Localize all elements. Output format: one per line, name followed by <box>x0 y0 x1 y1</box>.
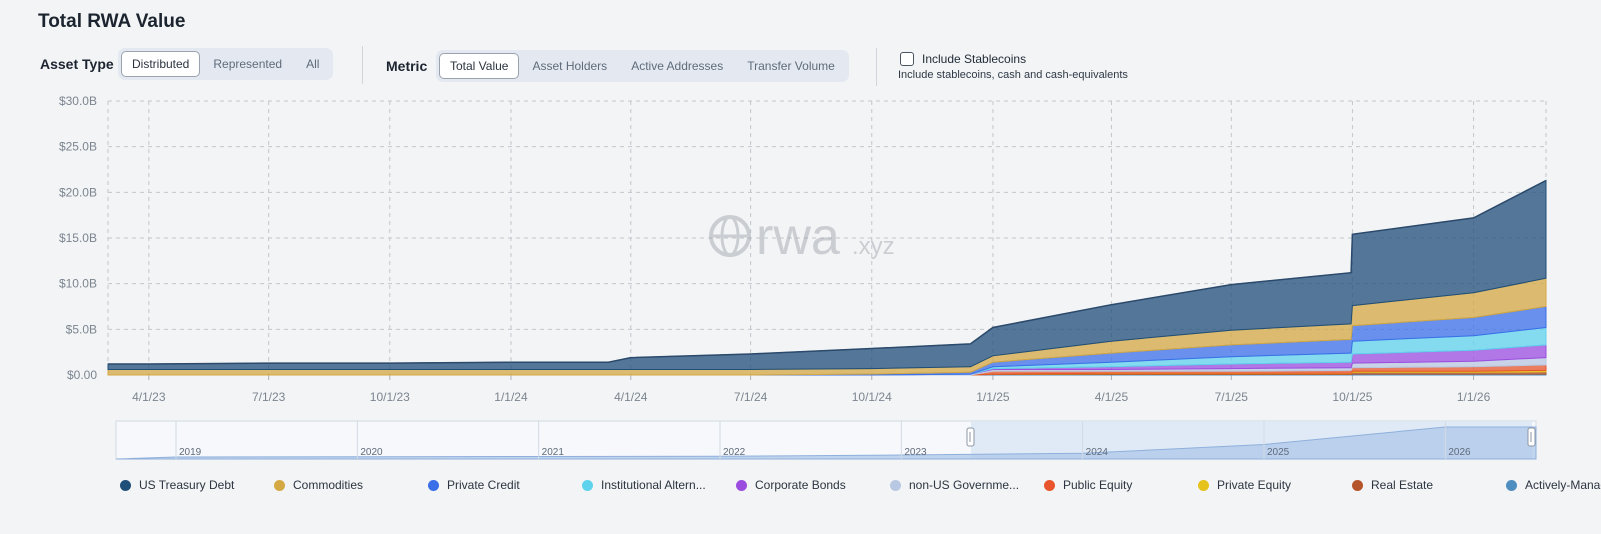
y-tick-label: $5.0B <box>66 322 97 336</box>
navigator-year-label: 2026 <box>1448 447 1471 458</box>
navigator-area <box>115 426 1537 460</box>
legend-swatch <box>274 479 285 491</box>
x-tick-label: 10/1/23 <box>370 390 410 404</box>
legend-swatch <box>890 479 901 491</box>
metric-asset-holders-button[interactable]: Asset Holders <box>532 59 608 73</box>
total-value-line <box>108 179 1547 365</box>
x-tick-label: 10/1/24 <box>852 390 892 404</box>
y-tick-label: $10.0B <box>59 277 97 291</box>
x-tick-label: 4/1/25 <box>1095 390 1129 404</box>
time-range-navigator[interactable]: 2019 2020 2021 2022 2023 2024 2025 2026 <box>115 420 1537 460</box>
y-tick-label: $15.0B <box>59 231 97 245</box>
controls-divider-2 <box>876 48 877 86</box>
metric-label: Metric <box>386 58 428 74</box>
stablecoins-toggle[interactable]: Include Stablecoins <box>900 52 1026 66</box>
stablecoins-label: Include Stablecoins <box>922 52 1027 66</box>
metric-active-addresses-button[interactable]: Active Addresses <box>631 59 724 73</box>
globe-icon-meridian <box>720 215 740 257</box>
asset-type-all-button[interactable]: All <box>306 57 320 71</box>
navigator-year-label: 2020 <box>360 447 383 458</box>
chart-areas <box>107 179 1547 376</box>
x-tick-label: 7/1/23 <box>252 390 286 404</box>
legend-label: Private Credit <box>447 478 520 492</box>
legend-item-actively-managed[interactable]: Actively-Managed... <box>1506 476 1601 494</box>
legend-item-private-credit[interactable]: Private Credit <box>428 476 582 494</box>
watermark-text: rwa <box>756 208 840 266</box>
controls-divider <box>362 46 363 84</box>
watermark-suffix: .xyz <box>852 233 895 260</box>
y-tick-label: $30.0B <box>59 94 97 108</box>
legend-swatch <box>1352 479 1363 491</box>
legend-item-private-equity[interactable]: Private Equity <box>1198 476 1352 494</box>
y-tick-label: $20.0B <box>59 185 97 199</box>
legend-item-real-estate[interactable]: Real Estate <box>1352 476 1506 494</box>
asset-type-label: Asset Type <box>40 56 114 72</box>
watermark: rwa .xyz <box>709 208 895 266</box>
legend-swatch <box>736 479 747 491</box>
legend-label: Actively-Managed... <box>1525 478 1601 492</box>
asset-type-distributed-button[interactable]: Distributed <box>121 51 201 77</box>
legend-label: US Treasury Debt <box>139 478 235 492</box>
navigator-year-label: 2024 <box>1086 447 1109 458</box>
navigator-year-label: 2019 <box>179 447 202 458</box>
legend-swatch <box>428 479 439 491</box>
chart-legend: US Treasury Debt Commodities Private Credi… <box>120 476 1601 494</box>
x-tick-label: 4/1/23 <box>132 390 166 404</box>
x-axis: 4/1/23 7/1/23 10/1/23 1/1/24 4/1/24 7/1/24 10/… <box>132 390 1490 404</box>
x-tick-label: 7/1/24 <box>734 390 768 404</box>
legend-label: non-US Governme... <box>909 478 1020 492</box>
legend-label: Private Equity <box>1217 478 1292 492</box>
asset-type-represented-button[interactable]: Represented <box>213 57 283 71</box>
x-tick-label: 10/1/25 <box>1332 390 1372 404</box>
navigator-year-label: 2021 <box>542 447 565 458</box>
metric-selector: Total Value Asset Holders Active Address… <box>436 50 849 82</box>
metric-total-value-button[interactable]: Total Value <box>439 53 520 79</box>
legend-swatch <box>582 479 593 491</box>
y-tick-label: $25.0B <box>59 140 97 154</box>
legend-item-non-us-governme[interactable]: non-US Governme... <box>890 476 1044 494</box>
legend-item-corporate-bonds[interactable]: Corporate Bonds <box>736 476 890 494</box>
x-tick-label: 4/1/24 <box>614 390 648 404</box>
x-tick-label: 1/1/25 <box>976 390 1010 404</box>
stablecoins-checkbox[interactable] <box>900 52 914 66</box>
legend-label: Real Estate <box>1371 478 1434 492</box>
legend-swatch <box>1044 479 1055 491</box>
navigator-year-label: 2023 <box>904 447 927 458</box>
legend-swatch <box>1198 479 1209 491</box>
page-title: Total RWA Value <box>38 11 186 32</box>
legend-item-commodities[interactable]: Commodities <box>274 476 428 494</box>
legend-label: Commodities <box>293 478 364 492</box>
legend-label: Institutional Altern... <box>601 478 706 492</box>
legend-item-institutional-altern[interactable]: Institutional Altern... <box>582 476 736 494</box>
legend-label: Public Equity <box>1063 478 1133 492</box>
rwa-value-chart: rwa .xyz $0.00 $5.0B $10.0B $15.0B $20.0B $25… <box>59 94 1547 460</box>
y-axis: $0.00 $5.0B $10.0B $15.0B $20.0B $25.0B $30.0B <box>59 94 97 382</box>
globe-icon <box>709 215 751 257</box>
legend-label: Corporate Bonds <box>755 478 846 492</box>
x-tick-label: 1/1/24 <box>494 390 528 404</box>
y-tick-label: $0.00 <box>67 368 97 382</box>
legend-swatch <box>1506 479 1517 491</box>
legend-item-us-treasury-debt[interactable]: US Treasury Debt <box>120 476 274 494</box>
x-tick-label: 7/1/25 <box>1215 390 1249 404</box>
stablecoins-description: Include stablecoins, cash and cash-equiv… <box>898 69 1128 81</box>
legend-item-public-equity[interactable]: Public Equity <box>1044 476 1198 494</box>
metric-transfer-volume-button[interactable]: Transfer Volume <box>747 59 835 73</box>
navigator-year-label: 2025 <box>1267 447 1290 458</box>
legend-swatch <box>120 479 131 491</box>
x-tick-label: 1/1/26 <box>1457 390 1491 404</box>
asset-type-selector: Distributed Represented All <box>118 48 334 80</box>
navigator-year-label: 2022 <box>723 447 746 458</box>
